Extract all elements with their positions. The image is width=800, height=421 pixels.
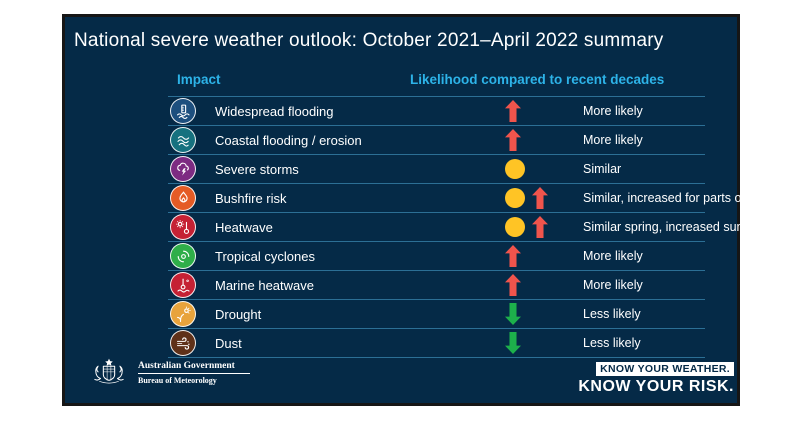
know-your-weather-badge: KNOW YOUR WEATHER. (596, 362, 734, 376)
likelihood-indicators (505, 129, 583, 151)
likelihood-text: Similar spring, increased summer (583, 220, 769, 234)
table-row: Drought Less likely (168, 300, 705, 329)
likelihood-indicators (505, 332, 583, 354)
similar-dot-icon (505, 217, 525, 237)
impact-label: Dust (215, 335, 242, 351)
know-your-risk-label: KNOW YOUR RISK. (578, 378, 734, 395)
impact-label: Widespread flooding (215, 103, 334, 119)
impact-label: Marine heatwave (215, 277, 314, 293)
likelihood-text: Less likely (583, 307, 641, 321)
heatwave-icon (170, 214, 196, 240)
know-your-weather-lockup: KNOW YOUR WEATHER. KNOW YOUR RISK. (578, 359, 734, 396)
table-row: Marine heatwave More likely (168, 271, 705, 300)
bureau-logo-text: Australian Government Bureau of Meteorol… (138, 361, 250, 385)
tropical-cyclones-icon (170, 243, 196, 269)
less-likely-down-arrow-icon (505, 303, 521, 325)
impact-label: Bushfire risk (215, 190, 287, 206)
drought-icon (170, 301, 196, 327)
table-row: Tropical cyclones More likely (168, 242, 705, 271)
likelihood-indicators (505, 159, 583, 179)
impact-label: Heatwave (215, 219, 273, 235)
likelihood-text: Similar, increased for parts of Qld/NSW (583, 191, 800, 205)
likelihood-text: Less likely (583, 336, 641, 350)
more-likely-up-arrow-icon (532, 187, 548, 209)
table-row: Dust Less likely (168, 329, 705, 358)
bureau-logo-lockup: Australian Government Bureau of Meteorol… (88, 353, 250, 392)
marine-heatwave-icon (170, 272, 196, 298)
likelihood-indicators (505, 303, 583, 325)
impact-label: Tropical cyclones (215, 248, 315, 264)
likelihood-indicators (505, 100, 583, 122)
likelihood-indicators (505, 216, 583, 238)
widespread-flooding-icon (170, 98, 196, 124)
likelihood-text: More likely (583, 133, 643, 147)
coastal-flooding-icon (170, 127, 196, 153)
impact-table: Widespread flooding More likely Coastal fl… (168, 96, 800, 358)
australian-coat-of-arms-icon (88, 353, 130, 392)
likelihood-text: More likely (583, 249, 643, 263)
table-row: Severe storms Similar (168, 155, 705, 184)
dust-icon (170, 330, 196, 356)
more-likely-up-arrow-icon (505, 274, 521, 296)
likelihood-indicators (505, 274, 583, 296)
table-row: Widespread flooding More likely (168, 96, 705, 126)
impact-label: Drought (215, 306, 262, 322)
australian-government-label: Australian Government (138, 360, 235, 371)
bushfire-risk-icon (170, 185, 196, 211)
more-likely-up-arrow-icon (505, 245, 521, 267)
table-row: Heatwave Similar spring, increased summer (168, 213, 768, 242)
likelihood-indicators (505, 245, 583, 267)
logo-divider-rule (138, 372, 250, 374)
severe-storms-icon (170, 156, 196, 182)
column-header-impact: Impact (177, 72, 221, 87)
column-header-likelihood: Likelihood compared to recent decades (410, 72, 665, 87)
table-row: Bushfire risk Similar, increased for part… (168, 184, 800, 213)
likelihood-text: Similar (583, 162, 622, 176)
more-likely-up-arrow-icon (505, 100, 521, 122)
table-row: Coastal flooding / erosion More likely (168, 126, 705, 155)
impact-label: Coastal flooding / erosion (215, 132, 362, 148)
similar-dot-icon (505, 159, 525, 179)
similar-dot-icon (505, 188, 525, 208)
likelihood-indicators (505, 187, 583, 209)
less-likely-down-arrow-icon (505, 332, 521, 354)
likelihood-text: More likely (583, 278, 643, 292)
page-title: National severe weather outlook: October… (74, 30, 664, 51)
more-likely-up-arrow-icon (505, 129, 521, 151)
bureau-of-meteorology-label: Bureau of Meteorology (138, 375, 217, 385)
likelihood-text: More likely (583, 104, 643, 118)
outlook-panel: National severe weather outlook: October… (62, 14, 800, 406)
impact-label: Severe storms (215, 161, 299, 177)
more-likely-up-arrow-icon (532, 216, 548, 238)
